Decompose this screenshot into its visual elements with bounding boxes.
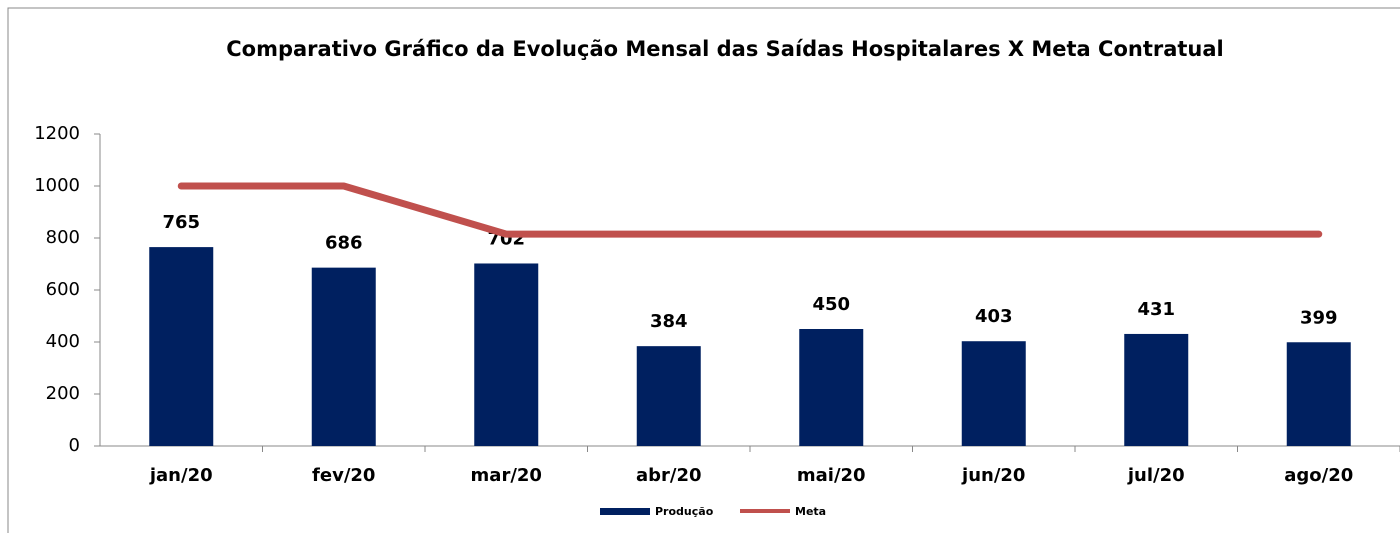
y-tick-label: 1200 xyxy=(34,123,80,144)
chart-frame xyxy=(7,7,1400,533)
x-tick-label: fev/20 xyxy=(312,465,375,486)
y-tick-label: 1000 xyxy=(34,175,80,196)
bar xyxy=(961,341,1026,446)
y-tick-label: 800 xyxy=(46,227,80,248)
data-label: 450 xyxy=(812,294,850,315)
bar xyxy=(474,263,539,446)
x-tick-label: abr/20 xyxy=(636,465,702,486)
bar xyxy=(311,267,376,446)
data-label: 431 xyxy=(1137,299,1175,320)
legend-label: Meta xyxy=(795,505,826,518)
legend-label: Produção xyxy=(655,505,714,518)
meta-line xyxy=(177,182,1323,238)
x-tick-label: ago/20 xyxy=(1284,465,1353,486)
y-tick-label: 0 xyxy=(69,435,80,456)
bar xyxy=(636,346,701,446)
data-label: 399 xyxy=(1300,307,1338,328)
data-label: 403 xyxy=(975,306,1013,327)
data-label: 686 xyxy=(325,233,363,254)
bar xyxy=(799,329,864,446)
legend-swatch xyxy=(600,508,650,515)
data-label: 765 xyxy=(162,212,200,233)
y-tick-label: 200 xyxy=(46,383,80,404)
y-tick-label: 400 xyxy=(46,331,80,352)
bar xyxy=(149,247,214,446)
chart-title: Comparativo Gráfico da Evolução Mensal d… xyxy=(226,37,1224,61)
x-tick-label: mai/20 xyxy=(797,465,866,486)
x-tick-label: jul/20 xyxy=(1127,465,1185,486)
y-tick-label: 600 xyxy=(46,279,80,300)
x-tick-label: jan/20 xyxy=(149,465,213,486)
x-tick-label: jun/20 xyxy=(961,465,1025,486)
data-label: 384 xyxy=(650,311,688,332)
x-tick-label: mar/20 xyxy=(471,465,542,486)
bar xyxy=(1286,342,1351,446)
bar xyxy=(1124,333,1189,446)
